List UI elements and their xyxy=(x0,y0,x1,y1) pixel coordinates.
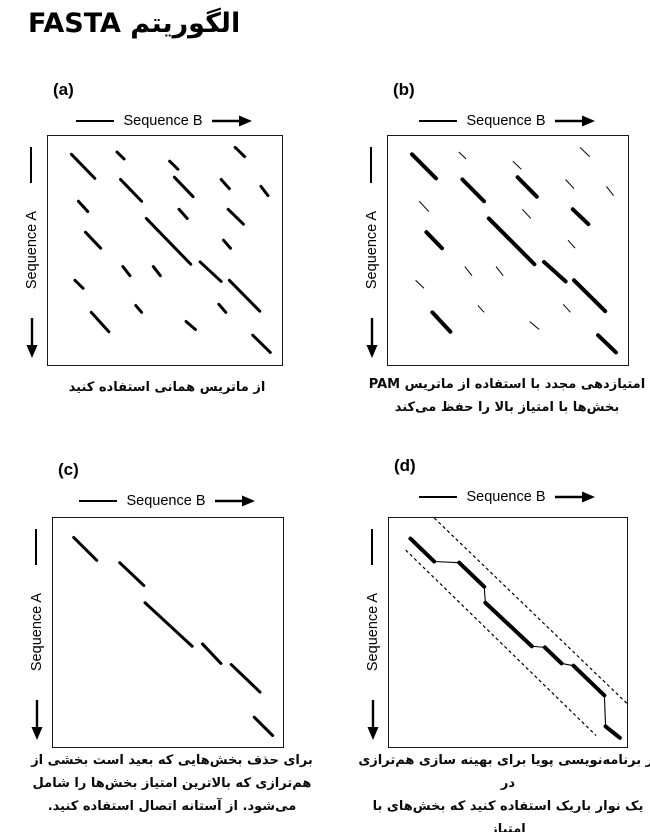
right-arrow-icon xyxy=(554,115,595,127)
panel-d-y-axis: Sequence A xyxy=(358,517,388,746)
panel-b-label: (b) xyxy=(393,80,415,99)
panel-d: (d) Sequence B Sequence A از برنامه‌نویس… xyxy=(358,456,650,832)
right-arrow-icon xyxy=(214,495,255,507)
page-title: الگوریتم FASTA xyxy=(28,8,241,39)
panel-a-label: (a) xyxy=(53,80,74,99)
dot-plot-a-canvas xyxy=(48,136,282,365)
panel-b: (b) Sequence B Sequence A امتیازدهی مجدد… xyxy=(357,80,650,460)
caption-line: هم‌ترازی که بالاترین امتیاز بخش‌ها را شا… xyxy=(32,776,312,791)
down-arrow-icon xyxy=(367,700,379,740)
panel-a: (a) Sequence B Sequence A از ماتریس همان… xyxy=(17,80,327,460)
axis-tick-line xyxy=(419,495,458,499)
caption-line: یک نوار باریک استفاده کنید که بخش‌های با… xyxy=(372,799,644,832)
x-axis-label: Sequence B xyxy=(126,493,206,509)
axis-tick-line xyxy=(79,499,118,503)
dot-plot-c xyxy=(52,517,284,748)
dot-plot-c-canvas xyxy=(53,518,283,747)
dot-plot-b-canvas xyxy=(388,136,628,365)
caption-line: بخش‌ها با امتیاز بالا را حفظ می‌کند xyxy=(394,400,620,415)
x-axis-label: Sequence B xyxy=(123,113,203,129)
x-axis-label: Sequence B xyxy=(466,113,546,129)
down-arrow-icon xyxy=(26,318,38,358)
axis-tick-line xyxy=(370,147,373,183)
right-arrow-icon xyxy=(554,491,595,503)
panel-a-x-axis: Sequence B xyxy=(47,112,281,130)
axis-tick-line xyxy=(371,529,374,565)
panel-d-x-axis: Sequence B xyxy=(388,488,626,506)
dot-plot-b xyxy=(387,135,629,366)
panel-b-y-axis: Sequence A xyxy=(357,135,387,364)
dot-plot-a xyxy=(47,135,283,366)
y-axis-label: Sequence A xyxy=(365,592,381,671)
caption-line: امتیازدهی مجدد با استفاده از ماتریس PAM xyxy=(368,377,646,392)
panel-c: (c) Sequence B Sequence A برای حذف بخش‌ه… xyxy=(22,460,332,832)
panel-a-y-axis: Sequence A xyxy=(17,135,47,364)
y-axis-label: Sequence A xyxy=(24,210,40,289)
axis-tick-line xyxy=(419,119,458,123)
panel-c-caption: برای حذف بخش‌هایی که بعید است بخشی از هم… xyxy=(17,749,327,818)
down-arrow-icon xyxy=(31,700,43,740)
y-axis-label: Sequence A xyxy=(29,592,45,671)
axis-tick-line xyxy=(76,119,115,123)
panel-c-x-axis: Sequence B xyxy=(52,492,282,510)
axis-tick-line xyxy=(30,147,33,183)
caption-line: برای حذف بخش‌هایی که بعید است بخشی از xyxy=(31,753,313,768)
panel-d-caption: از برنامه‌نویسی پویا برای بهینه سازی هم‌… xyxy=(353,749,650,832)
panel-b-x-axis: Sequence B xyxy=(387,112,627,130)
caption-line: از برنامه‌نویسی پویا برای بهینه سازی هم‌… xyxy=(358,753,650,791)
panel-c-y-axis: Sequence A xyxy=(22,517,52,746)
down-arrow-icon xyxy=(366,318,378,358)
panel-c-label: (c) xyxy=(58,460,79,479)
x-axis-label: Sequence B xyxy=(466,489,546,505)
dot-plot-d xyxy=(388,517,628,748)
right-arrow-icon xyxy=(211,115,252,127)
y-axis-label: Sequence A xyxy=(364,210,380,289)
dot-plot-d-canvas xyxy=(389,518,627,747)
panel-d-label: (d) xyxy=(394,456,416,475)
panel-a-caption: از ماتریس همانی استفاده کنید xyxy=(12,376,322,399)
caption-line: می‌شود. از آستانه اتصال استفاده کنید. xyxy=(47,799,297,814)
panel-b-caption: امتیازدهی مجدد با استفاده از ماتریس PAM … xyxy=(352,373,650,419)
axis-tick-line xyxy=(35,529,38,565)
caption-line: از ماتریس همانی استفاده کنید xyxy=(68,380,266,395)
